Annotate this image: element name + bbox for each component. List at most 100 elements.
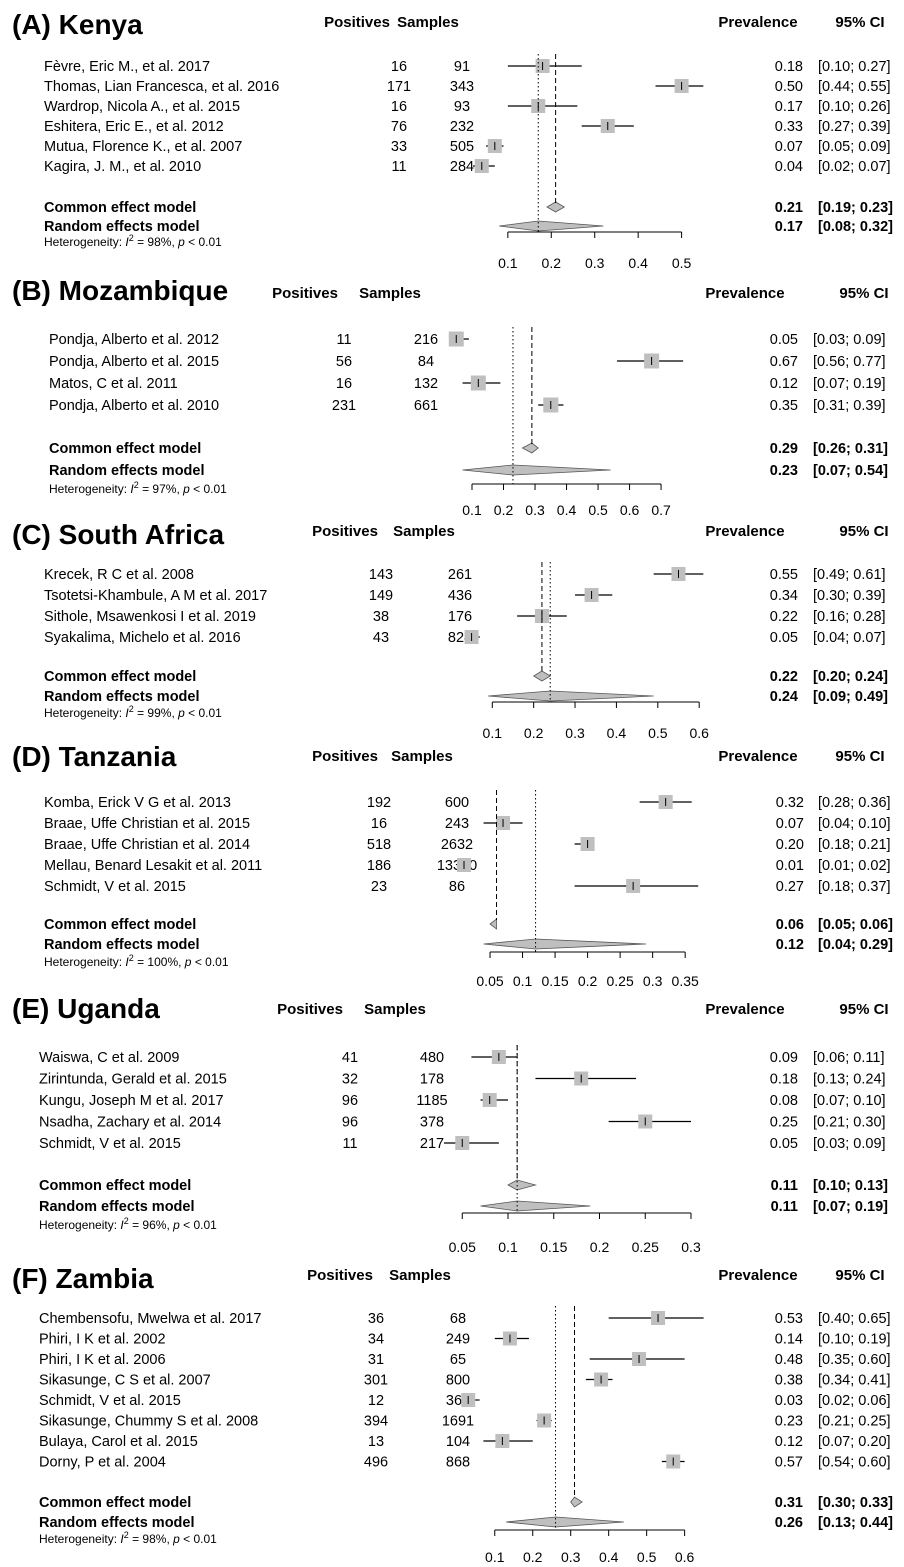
study-ci: [0.07; 0.19] (813, 376, 886, 392)
random-effects-diamond (488, 690, 654, 702)
study-ci: [0.56; 0.77] (813, 354, 886, 370)
study-samples: 132 (414, 376, 438, 392)
study-name: Sikasunge, Chummy S et al. 2008 (39, 1414, 258, 1430)
random-effects-prevalence: 0.26 (775, 1515, 803, 1531)
study-samples: 436 (448, 588, 472, 604)
study-samples: 217 (420, 1136, 444, 1152)
study-name: Syakalima, Michelo et al. 2016 (44, 630, 241, 646)
x-tick-label: 0.3 (525, 502, 545, 518)
study-positives: 34 (368, 1332, 384, 1348)
study-positives: 11 (391, 159, 406, 175)
study-prevalence: 0.12 (770, 376, 798, 392)
random-effects-prevalence: 0.11 (771, 1199, 798, 1215)
study-ci: [0.02; 0.07] (818, 159, 891, 175)
header-prevalence: Prevalence (718, 14, 797, 31)
study-positives: 96 (342, 1115, 358, 1131)
study-ci: [0.04; 0.07] (813, 630, 886, 646)
study-positives: 32 (342, 1072, 358, 1088)
x-tick-label: 0.3 (561, 1549, 581, 1565)
header-ci: 95% CI (839, 285, 888, 302)
study-positives: 96 (342, 1093, 358, 1109)
common-effect-prevalence: 0.21 (775, 200, 803, 216)
heterogeneity-text: Heterogeneity: I2 = 97%, p < 0.01 (49, 480, 227, 496)
x-tick-label: 0.05 (449, 1239, 476, 1255)
study-ci: [0.28; 0.36] (818, 795, 891, 811)
study-name: Mutua, Florence K., et al. 2007 (44, 139, 242, 155)
study-ci: [0.03; 0.09] (813, 332, 886, 348)
header-ci: 95% CI (839, 1001, 888, 1018)
study-positives: 186 (367, 858, 391, 874)
header-ci: 95% CI (839, 523, 888, 540)
random-effects-diamond (499, 220, 604, 232)
study-samples: 86 (449, 879, 465, 895)
random-effects-ci: [0.04; 0.29] (818, 937, 893, 953)
common-effect-diamond (570, 1496, 583, 1508)
header-positives: Positives (272, 285, 338, 302)
x-tick-label: 0.05 (476, 973, 503, 989)
common-effect-diamond (507, 1179, 537, 1191)
header-samples: Samples (391, 748, 453, 765)
study-ci: [0.21; 0.30] (813, 1115, 886, 1131)
study-name: Sithole, Msawenkosi I et al. 2019 (44, 609, 256, 625)
study-name: Bulaya, Carol et al. 2015 (39, 1434, 198, 1450)
forest-panel: (A) Kenya Positives Samples Prevalence 95% C… (12, 9, 893, 271)
study-name: Schmidt, V et al. 2015 (39, 1136, 181, 1152)
study-prevalence: 0.04 (775, 159, 803, 175)
random-effects-prevalence: 0.17 (775, 219, 803, 235)
x-tick-label: 0.25 (607, 973, 634, 989)
study-name: Tsotetsi-Khambule, A M et al. 2017 (44, 588, 267, 604)
heterogeneity-text: Heterogeneity: I2 = 99%, p < 0.01 (44, 704, 222, 720)
study-positives: 149 (369, 588, 393, 604)
study-positives: 31 (368, 1352, 384, 1368)
panel-title: (B) Mozambique (12, 275, 228, 306)
study-positives: 231 (332, 398, 356, 414)
study-prevalence: 0.67 (770, 354, 798, 370)
common-effect-diamond (489, 918, 497, 930)
study-positives: 143 (369, 567, 393, 583)
common-effect-prevalence: 0.31 (775, 1495, 803, 1511)
x-tick-label: 0.4 (557, 502, 577, 518)
x-tick-label: 0.1 (462, 502, 482, 518)
study-positives: 43 (373, 630, 389, 646)
study-positives: 41 (342, 1050, 358, 1066)
study-prevalence: 0.01 (776, 858, 804, 874)
random-effects-label: Random effects model (49, 463, 205, 479)
common-effect-prevalence: 0.06 (776, 917, 804, 933)
study-prevalence: 0.35 (770, 398, 798, 414)
study-ci: [0.10; 0.19] (818, 1332, 891, 1348)
study-positives: 518 (367, 837, 391, 853)
study-ci: [0.54; 0.60] (818, 1455, 891, 1471)
study-samples: 178 (420, 1072, 444, 1088)
random-effects-prevalence: 0.24 (770, 689, 798, 705)
x-tick-label: 0.5 (648, 725, 668, 741)
common-effect-prevalence: 0.29 (770, 441, 798, 457)
random-effects-diamond (506, 1516, 624, 1528)
study-name: Waiswa, C et al. 2009 (39, 1050, 180, 1066)
study-ci: [0.40; 0.65] (818, 1311, 891, 1327)
panel-title: (A) Kenya (12, 9, 143, 40)
study-name: Pondja, Alberto et al. 2012 (49, 332, 219, 348)
study-ci: [0.49; 0.61] (813, 567, 886, 583)
study-name: Dorny, P et al. 2004 (39, 1455, 166, 1471)
study-prevalence: 0.12 (775, 1434, 803, 1450)
study-samples: 68 (450, 1311, 466, 1327)
common-effect-ci: [0.05; 0.06] (818, 917, 893, 933)
x-tick-label: 0.7 (651, 502, 671, 518)
header-positives: Positives (312, 748, 378, 765)
study-samples: 216 (414, 332, 438, 348)
x-tick-label: 0.4 (607, 725, 627, 741)
study-ci: [0.10; 0.27] (818, 59, 891, 75)
x-tick-label: 0.2 (590, 1239, 610, 1255)
study-name: Nsadha, Zachary et al. 2014 (39, 1115, 221, 1131)
study-samples: 600 (445, 795, 469, 811)
x-tick-label: 0.15 (540, 1239, 567, 1255)
forest-panel: (F) Zambia Positives Samples Prevalence 95% … (12, 1263, 893, 1565)
study-prevalence: 0.05 (770, 630, 798, 646)
study-name: Pondja, Alberto et al. 2010 (49, 398, 219, 414)
study-name: Braae, Uffe Christian et al. 2014 (44, 837, 250, 853)
study-prevalence: 0.03 (775, 1393, 803, 1409)
study-prevalence: 0.57 (775, 1455, 803, 1471)
random-effects-ci: [0.09; 0.49] (813, 689, 888, 705)
study-prevalence: 0.34 (770, 588, 798, 604)
